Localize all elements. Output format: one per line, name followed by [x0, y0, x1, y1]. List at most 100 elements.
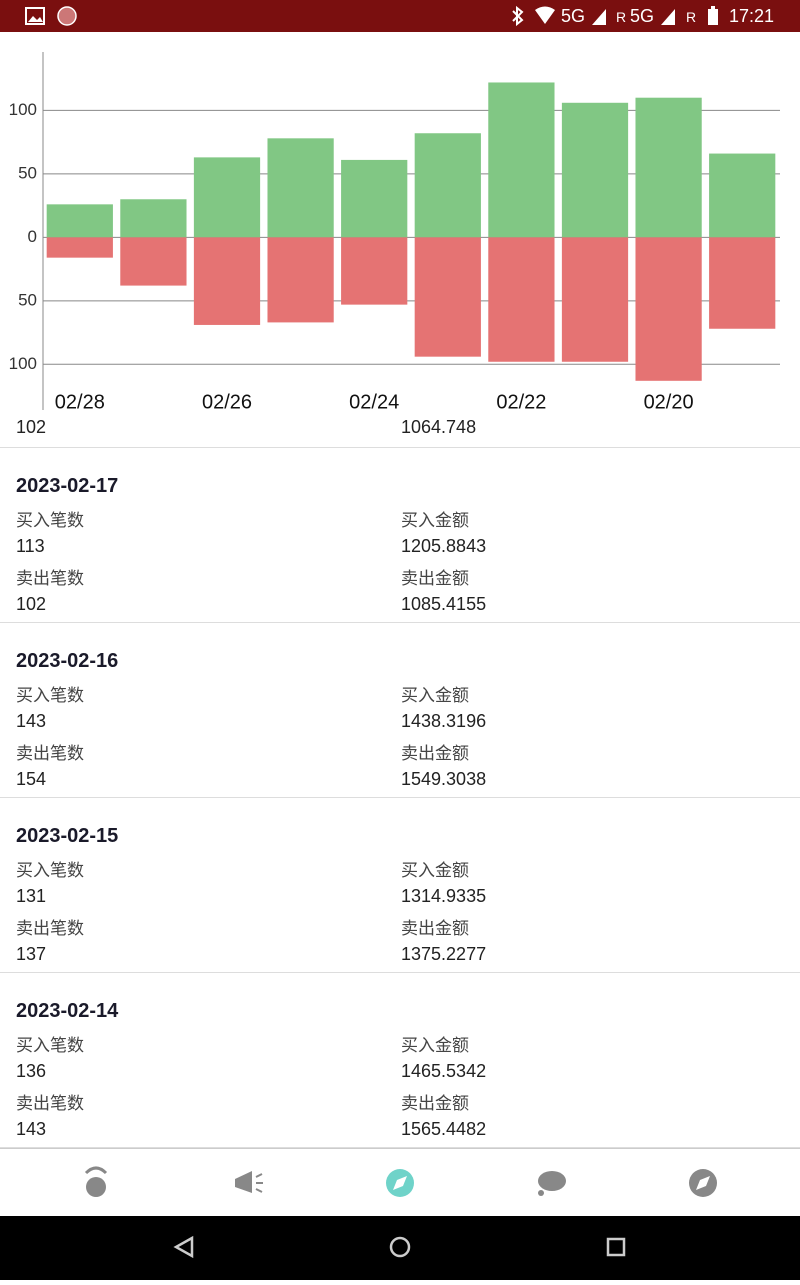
record[interactable]: 2023-02-17 买入笔数 买入金额 113 1205.8843 卖出笔数 卖出金额 10…	[0, 448, 800, 623]
bar	[488, 82, 555, 238]
record[interactable]: 2023-02-15 买入笔数 买入金额 131 1314.9335 卖出笔数 卖出金额 13…	[0, 798, 800, 973]
bar	[120, 237, 187, 286]
record-date: 2023-02-15	[16, 825, 119, 847]
partial-record: 102 1064.748	[0, 415, 800, 448]
sell-count-value: 154	[16, 769, 47, 789]
system-buttons	[173, 1235, 626, 1259]
x-tick-label: 02/20	[644, 391, 694, 413]
sell-count-value: 137	[16, 944, 47, 964]
nav-notice[interactable]	[235, 1171, 263, 1193]
sell-count-value: 102	[16, 417, 47, 437]
buy-count-label: 买入笔数	[16, 511, 84, 530]
bar	[561, 237, 629, 362]
y-tick-label: 50	[18, 290, 37, 309]
x-tick-label: 02/22	[496, 391, 546, 413]
bar	[193, 237, 261, 325]
wifi-icon	[535, 6, 555, 24]
buy-count-value: 136	[16, 1061, 47, 1081]
buy-amount-value: 1205.8843	[401, 536, 487, 556]
record[interactable]: 2023-02-14 买入笔数 买入金额 136 1465.5342 卖出笔数 卖出金额 14…	[0, 973, 800, 1148]
bar	[193, 157, 261, 238]
buy-count-value: 113	[16, 536, 45, 556]
signal-icon	[592, 9, 606, 25]
nav-discover[interactable]	[386, 1169, 414, 1197]
buy-amount-value: 1465.5342	[401, 1061, 487, 1081]
x-tick-label: 02/28	[55, 391, 105, 413]
bar	[709, 153, 776, 238]
roaming: R	[686, 9, 697, 25]
buy-count-value: 143	[16, 711, 47, 731]
sell-count-label: 卖出笔数	[16, 744, 84, 763]
bar	[488, 237, 555, 362]
sell-amount-value: 1549.3038	[401, 769, 487, 789]
bar	[709, 237, 776, 329]
sell-count-label: 卖出笔数	[16, 919, 84, 938]
nav-icons	[84, 1166, 717, 1197]
sell-amount-value: 1375.2277	[401, 944, 487, 964]
image-icon	[25, 7, 45, 25]
bar	[635, 237, 702, 381]
bar	[341, 237, 408, 305]
y-tick-label: 50	[18, 163, 37, 182]
buy-count-label: 买入笔数	[16, 686, 84, 705]
buy-amount-value: 1438.3196	[401, 711, 487, 731]
sell-count-value: 143	[16, 1119, 47, 1139]
buy-amount-label: 买入金额	[401, 686, 469, 705]
network: 5G	[630, 6, 655, 26]
sell-amount-label: 卖出金额	[401, 569, 469, 588]
sell-count-label: 卖出笔数	[16, 569, 84, 588]
buy-amount-label: 买入金额	[401, 1036, 469, 1055]
buy-amount-label: 买入金额	[401, 861, 469, 880]
recents-button[interactable]	[606, 1237, 626, 1257]
bar	[414, 237, 481, 357]
network: 5G	[561, 6, 586, 26]
buy-amount-value: 1314.9335	[401, 886, 487, 906]
bar	[341, 159, 408, 238]
record-date: 2023-02-17	[16, 475, 119, 497]
bar	[561, 102, 629, 238]
bar	[267, 138, 334, 238]
bar	[120, 199, 187, 238]
sell-amount-value: 1565.4482	[401, 1119, 487, 1139]
bar	[414, 133, 481, 238]
record-date: 2023-02-14	[16, 1000, 119, 1022]
x-tick-label: 02/26	[202, 391, 252, 413]
sell-count-value: 102	[16, 594, 47, 614]
sell-count-label: 卖出笔数	[16, 1094, 84, 1113]
status-bar: 5G R 5G R 17:21	[0, 0, 800, 32]
record-list[interactable]: 102 1064.748 2023-02-17 买入笔数 买入金额 113 1205.884…	[0, 415, 800, 1150]
record-date: 2023-02-16	[16, 650, 119, 672]
buy-count-value: 131	[16, 886, 47, 906]
bottom-nav	[0, 1148, 800, 1217]
system-nav	[0, 1216, 800, 1280]
bar	[267, 237, 334, 323]
y-tick-label: 100	[9, 354, 37, 373]
buy-amount-label: 买入金额	[401, 511, 469, 530]
sell-amount-label: 卖出金额	[401, 744, 469, 763]
bluetooth-icon	[512, 5, 524, 27]
sell-amount-value: 1064.748	[401, 417, 477, 437]
bar	[46, 237, 113, 258]
y-tick-label: 100	[9, 100, 37, 119]
chart: 100 50 0 50 100 02/28 02/26 02/24 02/22 02/20	[9, 52, 780, 413]
sell-amount-value: 1085.4155	[401, 594, 487, 614]
back-button[interactable]	[173, 1235, 194, 1259]
roaming: R	[616, 9, 627, 25]
sell-amount-label: 卖出金额	[401, 919, 469, 938]
bar	[46, 204, 113, 238]
nav-explore[interactable]	[689, 1169, 717, 1197]
y-tick-label: 0	[28, 227, 37, 246]
home-button[interactable]	[389, 1236, 411, 1258]
buy-count-label: 买入笔数	[16, 861, 84, 880]
x-tick-label: 02/24	[349, 391, 399, 413]
record[interactable]: 2023-02-16 买入笔数 买入金额 143 1438.3196 卖出笔数 卖出金额 15…	[0, 623, 800, 798]
app-icon	[57, 6, 77, 26]
nav-chat[interactable]	[538, 1171, 566, 1196]
buy-count-label: 买入笔数	[16, 1036, 84, 1055]
bar	[635, 97, 702, 238]
signal-icon	[661, 9, 675, 25]
nav-home[interactable]	[84, 1166, 108, 1197]
sell-amount-label: 卖出金额	[401, 1094, 469, 1113]
battery-icon	[708, 6, 718, 25]
